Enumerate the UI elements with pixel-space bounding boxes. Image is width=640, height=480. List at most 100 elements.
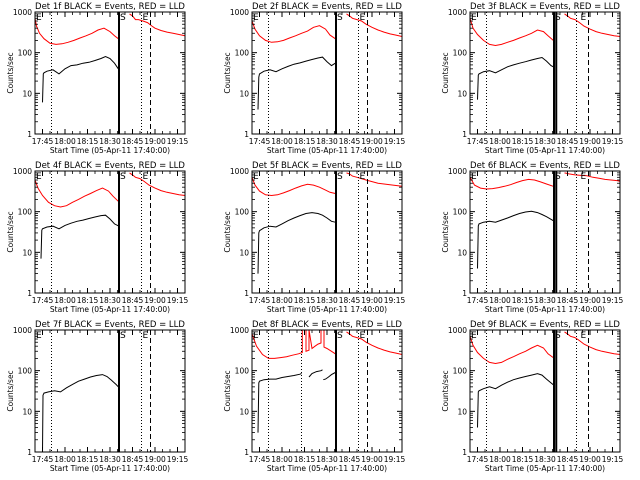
event-marker-label: E xyxy=(581,13,587,23)
y-tick-label: 1 xyxy=(462,448,467,457)
x-tick-label: 18:45 xyxy=(122,455,144,464)
y-tick-label: 10 xyxy=(457,89,467,98)
x-tick-label: 19:15 xyxy=(384,455,406,464)
x-tick-label: 18:15 xyxy=(77,455,99,464)
series-line-events xyxy=(42,56,119,103)
x-tick-label: 19:15 xyxy=(167,455,189,464)
x-tick-label: 18:30 xyxy=(99,455,121,464)
event-marker-label: S xyxy=(120,13,126,23)
y-axis-label: Counts/sec xyxy=(441,370,450,411)
x-tick-label: 18:30 xyxy=(316,455,338,464)
y-tick-label: 1 xyxy=(27,289,32,298)
y-tick-label: 100 xyxy=(18,208,33,217)
x-tick-label: 17:45 xyxy=(467,455,489,464)
event-marker-label: E xyxy=(36,13,42,23)
x-tick-label: 19:15 xyxy=(167,296,189,305)
series-line-lld xyxy=(251,177,336,197)
y-axis-label: Counts/sec xyxy=(223,211,232,252)
y-axis-label: Counts/sec xyxy=(441,52,450,93)
y-tick-label: 10 xyxy=(457,248,467,257)
plot-frame xyxy=(469,170,621,294)
event-marker-label: S xyxy=(555,172,561,182)
x-tick-label: 17:45 xyxy=(32,296,54,305)
x-tick-label: 17:45 xyxy=(32,455,54,464)
event-marker-label: E xyxy=(360,172,366,182)
plot-frame xyxy=(251,170,403,294)
series-line-events xyxy=(257,373,302,433)
y-tick-label: 1000 xyxy=(448,167,467,176)
x-tick-label: 18:15 xyxy=(294,455,316,464)
event-marker-label: E xyxy=(471,331,477,341)
x-tick-label: 18:30 xyxy=(534,455,556,464)
event-marker-label: S xyxy=(120,331,126,341)
series-line-lld xyxy=(469,336,554,365)
series-line-events xyxy=(477,56,554,100)
series-line-lld xyxy=(469,177,554,190)
plot-frame xyxy=(469,329,621,453)
event-marker-label: S xyxy=(555,13,561,23)
series-line-lld xyxy=(564,172,621,182)
series-line-events xyxy=(323,372,336,381)
x-axis-label: Start Time (05-Apr-11 17:40:00) xyxy=(485,305,605,314)
x-axis-label: Start Time (05-Apr-11 17:40:00) xyxy=(485,464,605,473)
series-line-lld xyxy=(129,13,186,37)
x-tick-label: 18:00 xyxy=(489,455,511,464)
series-line-lld xyxy=(564,331,621,355)
x-tick-label: 17:45 xyxy=(467,137,489,146)
y-tick-label: 100 xyxy=(18,49,33,58)
event-marker-label: E xyxy=(471,13,477,23)
x-tick-label: 18:45 xyxy=(122,296,144,305)
series-line-events xyxy=(477,210,554,269)
event-marker-label: S xyxy=(337,172,343,182)
series-line-lld xyxy=(469,18,554,47)
x-tick-label: 18:45 xyxy=(339,296,361,305)
x-tick-label: 17:45 xyxy=(249,455,271,464)
panel-title: Det 2f BLACK = Events, RED = LLD xyxy=(252,2,402,12)
series-line-events xyxy=(257,212,336,274)
event-marker-label: E xyxy=(253,172,259,182)
x-tick-label: 17:45 xyxy=(467,296,489,305)
x-axis-label: Start Time (05-Apr-11 17:40:00) xyxy=(50,464,170,473)
panel-title: Det 5f BLACK = Events, RED = LLD xyxy=(252,161,402,171)
x-tick-label: 19:00 xyxy=(144,137,166,146)
panel-title: Det 7f BLACK = Events, RED = LLD xyxy=(35,320,185,330)
series-line-lld xyxy=(34,18,119,45)
x-tick-label: 18:15 xyxy=(294,137,316,146)
x-tick-label: 18:00 xyxy=(54,455,76,464)
event-marker-label: E xyxy=(143,13,149,23)
series-line-events xyxy=(257,56,336,110)
plot-frame xyxy=(469,11,621,135)
y-tick-label: 1 xyxy=(27,130,32,139)
x-tick-label: 19:00 xyxy=(579,137,601,146)
series-line-lld xyxy=(251,20,336,43)
y-tick-label: 1000 xyxy=(448,326,467,335)
series-line-events xyxy=(477,373,554,428)
series-line-lld xyxy=(251,329,336,359)
series-line-lld xyxy=(346,331,403,355)
y-axis-label: Counts/sec xyxy=(223,370,232,411)
x-tick-label: 19:00 xyxy=(361,296,383,305)
y-tick-label: 1000 xyxy=(448,8,467,17)
x-tick-label: 18:15 xyxy=(512,137,534,146)
panel-title: Det 1f BLACK = Events, RED = LLD xyxy=(35,2,185,12)
y-tick-label: 1000 xyxy=(230,167,249,176)
x-tick-label: 18:00 xyxy=(271,296,293,305)
x-tick-label: 19:15 xyxy=(602,455,624,464)
x-tick-label: 18:30 xyxy=(534,296,556,305)
y-axis-label: Counts/sec xyxy=(223,52,232,93)
x-tick-label: 18:00 xyxy=(271,137,293,146)
event-marker-label: E xyxy=(36,331,42,341)
y-tick-label: 1 xyxy=(244,289,249,298)
y-tick-label: 1 xyxy=(462,289,467,298)
panel-title: Det 8f BLACK = Events, RED = LLD xyxy=(252,320,402,330)
series-line-events xyxy=(308,369,323,378)
panel-title: Det 6f BLACK = Events, RED = LLD xyxy=(470,161,620,171)
y-tick-label: 100 xyxy=(18,367,33,376)
y-tick-label: 1000 xyxy=(230,326,249,335)
